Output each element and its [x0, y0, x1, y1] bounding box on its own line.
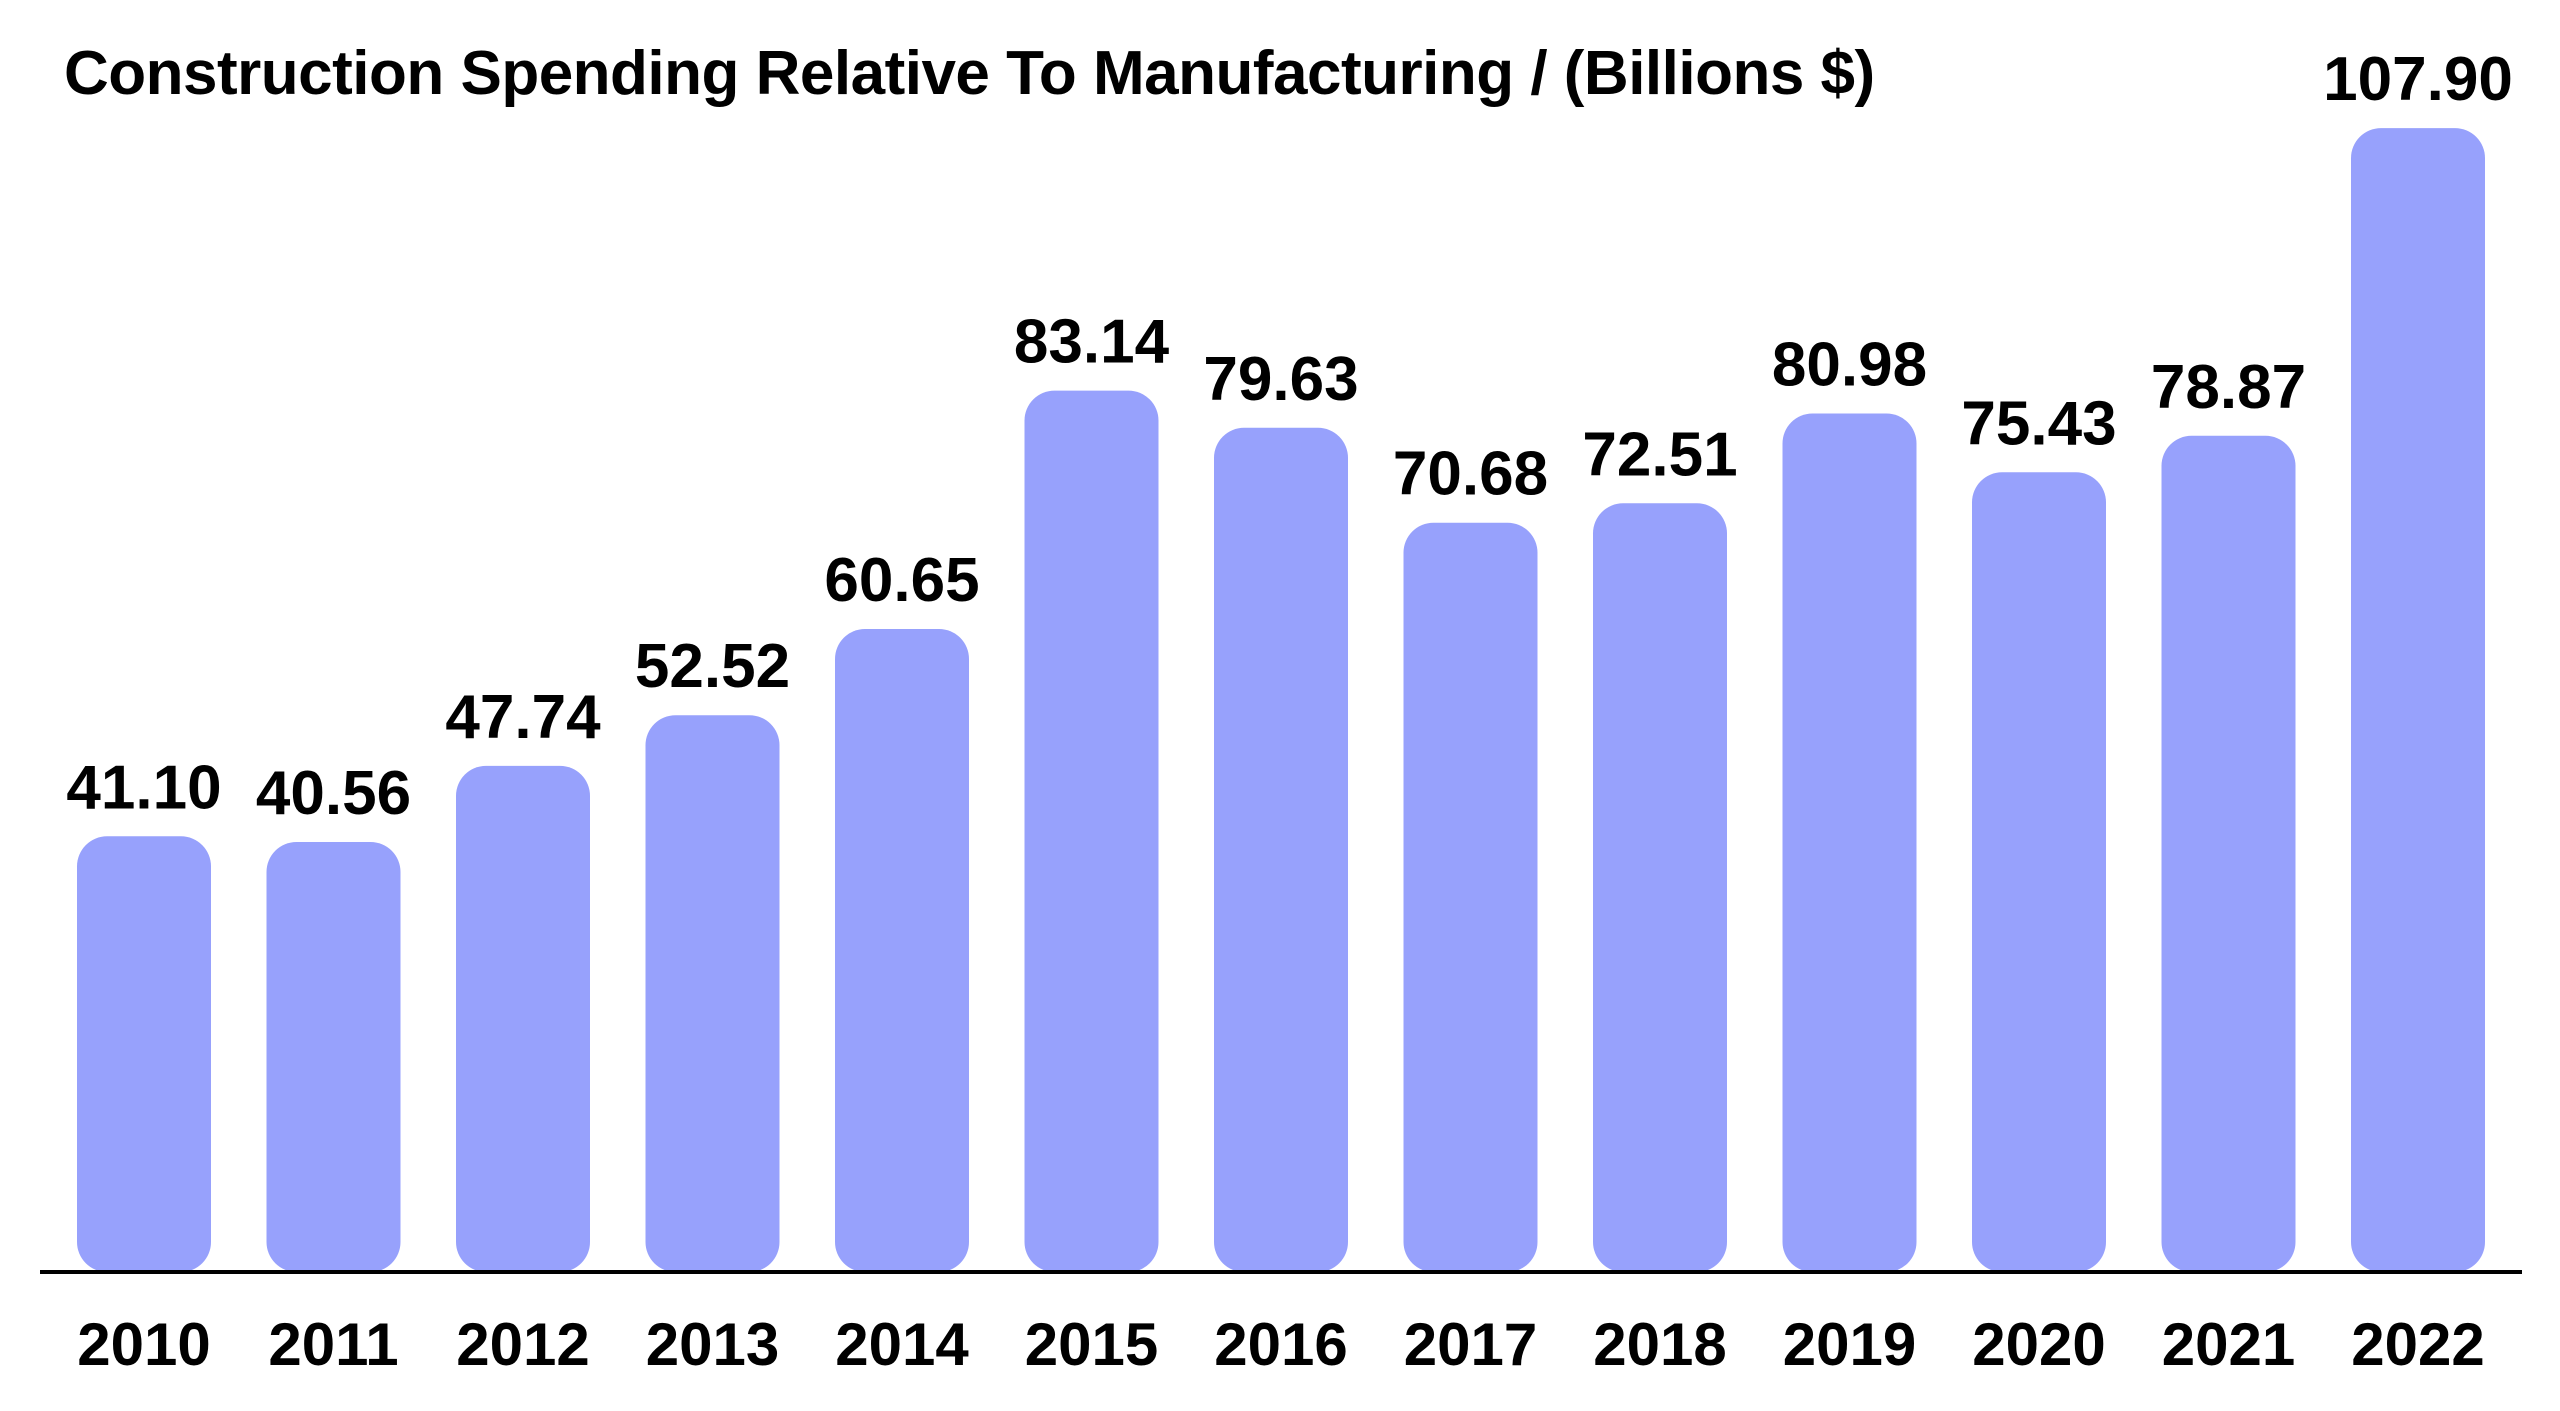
x-tick-label-2022: 2022 — [2351, 1311, 2484, 1378]
bar-value-label-2019: 80.98 — [1772, 331, 1927, 400]
bar-value-label-2015: 83.14 — [1014, 308, 1170, 377]
bar-2019 — [1782, 413, 1917, 1272]
x-tick-label-2012: 2012 — [456, 1311, 589, 1378]
chart-title: Construction Spending Relative To Manufa… — [64, 39, 1875, 108]
x-tick-label-2011: 2011 — [268, 1311, 398, 1378]
bar-value-label-2014: 60.65 — [824, 546, 979, 615]
bar-2011 — [266, 842, 401, 1272]
bar-value-label-2021: 78.87 — [2151, 353, 2306, 422]
bar-value-label-2012: 47.74 — [445, 683, 601, 752]
x-tick-label-2013: 2013 — [646, 1311, 779, 1378]
x-tick-label-2015: 2015 — [1025, 1311, 1158, 1378]
x-tick-label-2017: 2017 — [1404, 1311, 1537, 1378]
x-tick-label-2014: 2014 — [835, 1311, 969, 1378]
bar-2014 — [835, 629, 969, 1272]
bar-2020 — [1972, 472, 2106, 1272]
x-tick-label-2010: 2010 — [77, 1311, 210, 1378]
bar-value-label-2013: 52.52 — [635, 632, 790, 701]
bar-2017 — [1403, 522, 1538, 1272]
bars-layer — [77, 128, 2485, 1273]
bar-2010 — [77, 836, 211, 1272]
bar-2012 — [456, 765, 590, 1272]
bar-value-label-2010: 41.10 — [66, 753, 221, 822]
bar-2018 — [1593, 503, 1727, 1272]
bar-value-label-2011: 40.56 — [256, 759, 411, 828]
value-labels-layer: 41.10 40.56 47.74 52.52 60.65 83.14 79.63 70.68… — [66, 45, 2512, 828]
bar-2015 — [1024, 390, 1159, 1273]
bar-2022 — [2351, 128, 2485, 1273]
x-tick-label-2018: 2018 — [1593, 1311, 1726, 1378]
x-axis-tick-labels: 2010 2011 2012 2013 2014 2015 2016 2017 2018 2019… — [77, 1311, 2484, 1378]
bar-value-label-2018: 72.51 — [1582, 420, 1737, 489]
x-tick-label-2021: 2021 — [2162, 1311, 2295, 1378]
bar-2013 — [645, 715, 780, 1272]
bar-value-label-2022: 107.90 — [2323, 45, 2513, 114]
bar-2016 — [1214, 427, 1348, 1272]
bar-2021 — [2161, 435, 2296, 1272]
bar-value-label-2020: 75.43 — [1961, 389, 2116, 458]
x-tick-label-2016: 2016 — [1214, 1311, 1347, 1378]
x-tick-label-2019: 2019 — [1783, 1311, 1916, 1378]
bar-value-label-2016: 79.63 — [1203, 345, 1358, 414]
x-tick-label-2020: 2020 — [1972, 1311, 2105, 1378]
bar-value-label-2017: 70.68 — [1393, 440, 1548, 509]
